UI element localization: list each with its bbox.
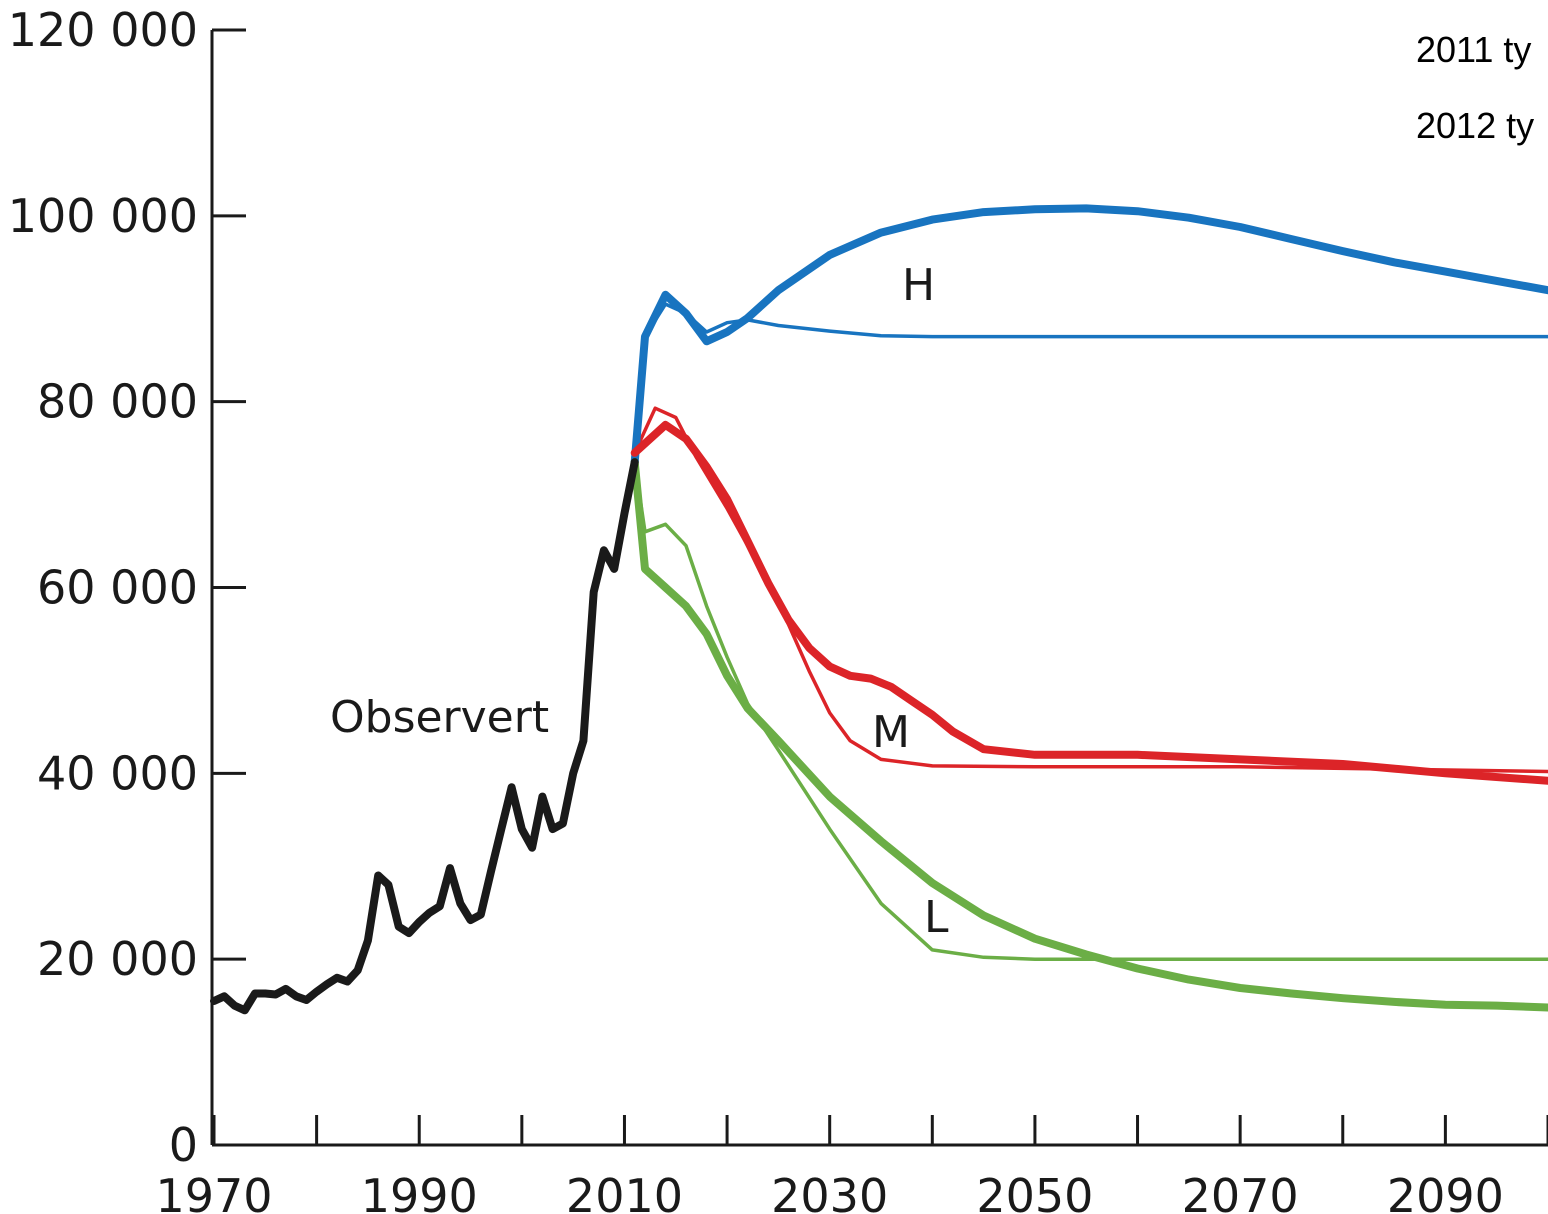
legend-entry-2012: 2012 ty — [1416, 105, 1534, 146]
observed-label: Observert — [330, 692, 549, 743]
legend: 2011 ty 2012 ty — [1416, 29, 1534, 146]
y-tick-label: 120 000 — [8, 3, 198, 57]
legend-entry-2011: 2011 ty — [1416, 29, 1531, 70]
high_2011-line — [632, 302, 1548, 464]
low_2011-line — [632, 460, 1548, 961]
x-tick-label: 2030 — [771, 1169, 888, 1214]
y-tick-label: 40 000 — [37, 746, 198, 800]
x-tick-label: 1970 — [155, 1169, 272, 1214]
low-label: L — [924, 892, 949, 943]
y-tick-label: 20 000 — [37, 932, 198, 986]
x-tick-label: 1990 — [361, 1169, 478, 1214]
series-labels: Observert H M L — [330, 260, 949, 943]
ticks: 0 20 000 40 000 60 000 80 000 100 000 120 000 1… — [8, 3, 1548, 1214]
y-tick-label: 0 — [169, 1118, 198, 1172]
observed-line — [210, 458, 639, 1015]
x-tick-label: 2090 — [1387, 1169, 1504, 1214]
low_2012-line — [630, 458, 1548, 1012]
medium_2011-line — [632, 406, 1548, 774]
x-tick-label: 2050 — [976, 1169, 1093, 1214]
medium_2012-line — [630, 420, 1548, 785]
medium-label: M — [872, 707, 910, 758]
y-tick-label: 60 000 — [37, 561, 198, 615]
x-tick-label: 2010 — [566, 1169, 683, 1214]
y-tick-label: 80 000 — [37, 375, 198, 429]
high-label: H — [902, 260, 935, 311]
x-tick-label: 2070 — [1182, 1169, 1299, 1214]
high_2012-line — [630, 204, 1548, 467]
axes — [210, 30, 1548, 1147]
y-tick-label: 100 000 — [8, 189, 198, 243]
series-layer — [210, 204, 1548, 1015]
